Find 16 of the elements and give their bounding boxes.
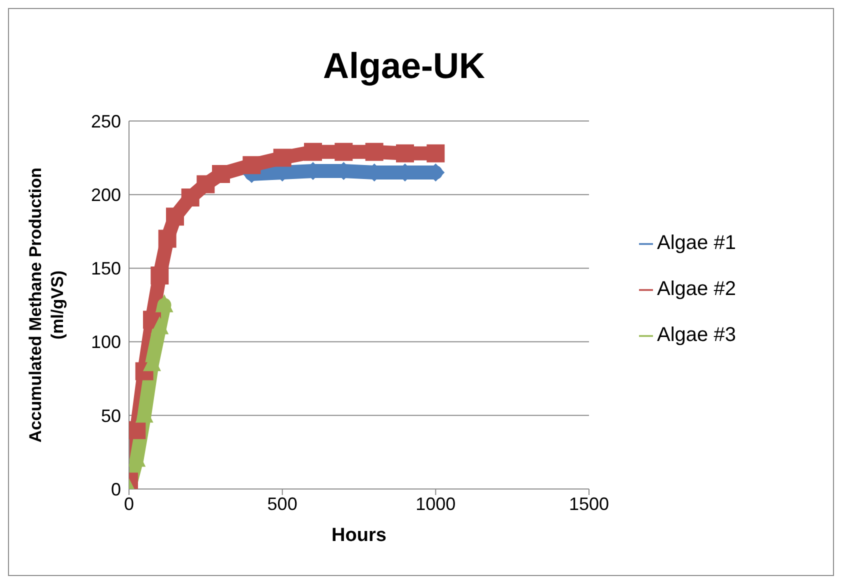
y-axis-title: Accumulated Methane Production (ml/gVS) bbox=[26, 168, 67, 442]
legend-label: Algae #2 bbox=[657, 278, 736, 300]
x-tick-label: 1500 bbox=[568, 494, 610, 514]
y-tick-label: 250 bbox=[90, 111, 121, 132]
x-tick-label: 500 bbox=[267, 494, 298, 514]
y-tick-label: 100 bbox=[90, 332, 121, 352]
x-tick-label: 0 bbox=[124, 494, 134, 514]
x-tick-label: 1000 bbox=[416, 494, 456, 514]
y-tick-label: 0 bbox=[110, 479, 121, 500]
y-tick-label: 50 bbox=[100, 406, 121, 426]
legend-label: Algae #3 bbox=[657, 324, 736, 346]
y-tick-label: 200 bbox=[90, 184, 121, 205]
x-axis-title: Hours bbox=[332, 525, 386, 546]
y-tick-label: 150 bbox=[90, 258, 121, 279]
legend-label: Algae #1 bbox=[657, 232, 736, 254]
chart-title: Algae-UK bbox=[322, 45, 486, 87]
